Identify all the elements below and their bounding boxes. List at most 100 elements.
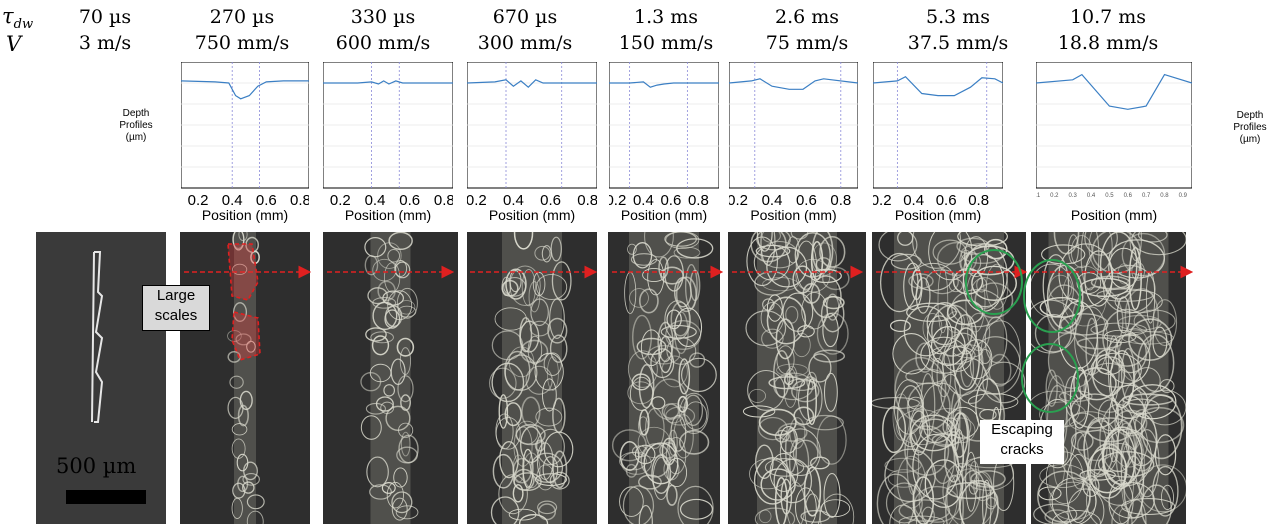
crack-scale (670, 301, 691, 337)
crack-scale (898, 515, 945, 524)
crack-scale (820, 499, 851, 518)
crack-scale (503, 277, 527, 297)
crack-scale (549, 471, 570, 490)
crack-scale (892, 393, 911, 441)
crack-scale (1096, 288, 1154, 302)
crack-scale (541, 245, 552, 263)
crack-scale (684, 263, 698, 310)
x-tick-label: 0.2 (330, 192, 351, 209)
crack-scale (1111, 504, 1133, 524)
crack-scale (375, 396, 394, 412)
crack-scale (236, 453, 249, 472)
crack-scale (688, 352, 706, 368)
header-v-3: 300 mm/s (477, 32, 573, 54)
crack-scale (513, 232, 534, 250)
crack-scale (1074, 306, 1109, 376)
crack-scale (810, 275, 842, 319)
crack-scale (884, 457, 922, 473)
crack-scale (784, 427, 798, 474)
crack-scale (385, 405, 411, 431)
header-v-5: 75 mm/s (765, 32, 849, 54)
crack-scale (791, 379, 820, 403)
crack-scale (529, 320, 550, 337)
crack-scale (547, 317, 568, 344)
crack-scale (639, 409, 650, 436)
tau-dw-symbol: τdw (2, 4, 34, 33)
x-tick-label: 0.7 (1142, 193, 1151, 199)
crack-scale (912, 433, 960, 500)
x-tick-label: 0.4 (903, 192, 924, 209)
crack-scale (795, 487, 817, 524)
crack-scale (367, 287, 388, 305)
x-tick-label: 0.6 (540, 192, 561, 209)
crack-scale (769, 453, 799, 492)
crack-scale (954, 429, 965, 475)
crack-scale (766, 296, 807, 345)
header-v-4: 150 mm/s (618, 32, 714, 54)
crack-scale (1108, 247, 1140, 289)
crack-scale (878, 232, 918, 262)
crack-scale (673, 246, 701, 259)
crack-scale (238, 232, 248, 242)
x-tick-label: 0.2 (1050, 193, 1059, 199)
crack-scale (788, 437, 810, 487)
crack-scale (1128, 318, 1173, 361)
crack-scale (678, 429, 710, 455)
crack-scale (803, 466, 822, 517)
crack-scale (543, 431, 574, 468)
micrograph-0 (36, 232, 166, 524)
header-v-0: 3 m/s (78, 32, 132, 54)
crack-scale (946, 417, 976, 444)
micrograph-5 (728, 232, 866, 524)
crack-scale (660, 266, 684, 285)
crack-scale (764, 458, 805, 477)
crack-scale (937, 267, 949, 334)
crack-scale (800, 510, 831, 523)
crack-scale (370, 331, 394, 344)
crack-scale (492, 453, 515, 489)
crack-scale (535, 407, 563, 427)
crack-scale (664, 232, 697, 247)
crack-scale (1051, 477, 1097, 524)
crack-scale (1033, 503, 1078, 524)
crack-scale (760, 468, 796, 501)
crack-scale (369, 363, 392, 383)
depth-profile-plot-6: 0.1 0.2 0.3 0.4 0.5 0.6 0.7 0.8 0.9 Position (mm)… (1036, 62, 1192, 223)
crack-scale (534, 245, 551, 261)
crack-scale (910, 414, 957, 452)
crack-scale (1091, 232, 1141, 274)
crack-scale (1105, 334, 1151, 384)
crack-scale (790, 232, 809, 240)
crack-scale (505, 268, 527, 300)
crack-scale (779, 425, 798, 454)
x-axis-label: Position (mm) (489, 207, 575, 223)
depth-profiles-label-left: Depth Profiles (µm) (119, 108, 153, 143)
crack-scale (927, 315, 953, 355)
crack-scale (1121, 393, 1174, 406)
x-tick-label: 0.8 (688, 192, 709, 209)
crack-scale (908, 273, 934, 289)
crack-scale (360, 415, 382, 440)
crack-scale (782, 292, 814, 332)
crack-scale (638, 363, 655, 409)
header-v-2: 600 mm/s (335, 32, 431, 54)
crack-scale (1096, 356, 1123, 375)
crack-scale (634, 444, 656, 465)
micrograph-3 (467, 232, 597, 524)
crack-scale (520, 339, 549, 364)
crack-scale (909, 410, 929, 456)
crack-scale (1138, 464, 1186, 513)
crack-scale (242, 481, 255, 494)
crack-scale (673, 311, 689, 355)
crack-scale (664, 300, 691, 340)
x-tick-label: 0.6 (256, 192, 277, 209)
crack-scale (365, 402, 386, 415)
x-tick-label: 0.1 (1036, 193, 1041, 199)
crack-scale (657, 321, 674, 363)
crack-scale (915, 277, 931, 314)
crack-scale (494, 307, 527, 331)
crack-scale (1118, 508, 1130, 524)
crack-scale (777, 422, 808, 442)
